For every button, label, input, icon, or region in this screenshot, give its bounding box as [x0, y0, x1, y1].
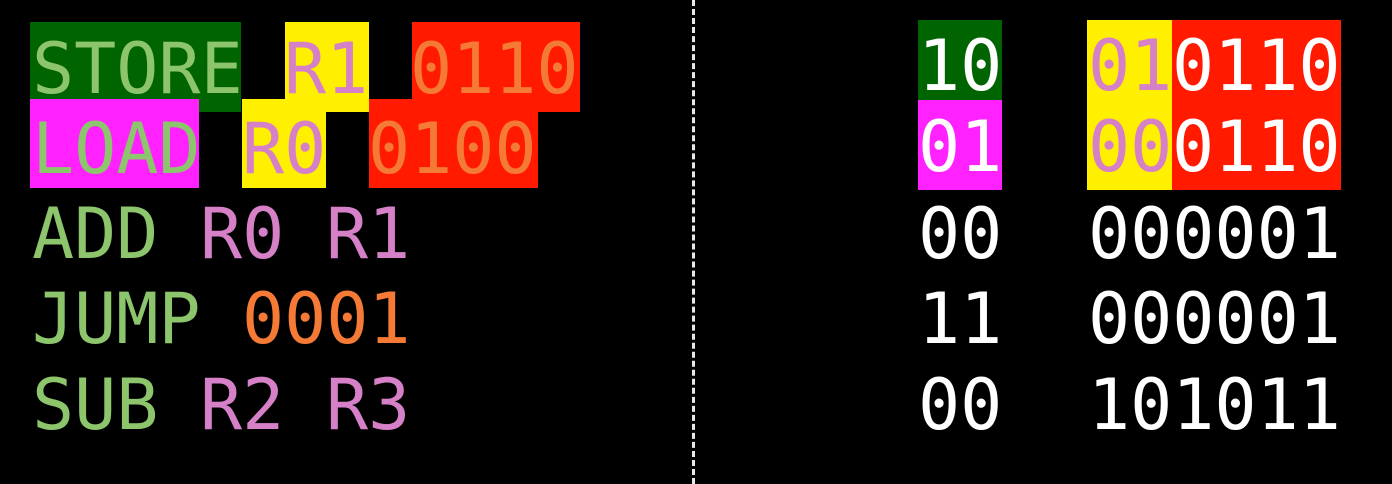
- r1-highlight: [285, 22, 369, 112]
- operand-bits: 000001: [1088, 193, 1341, 275]
- opcode-10-highlight: [918, 20, 1002, 100]
- opcode-mnemonic: LOAD: [32, 108, 201, 190]
- store-highlight: [30, 22, 241, 112]
- opcode-mnemonic: JUMP: [32, 278, 201, 360]
- register-bits: 00: [1088, 106, 1173, 188]
- register-operand: R0: [200, 193, 285, 275]
- opcode-mnemonic: ADD: [32, 193, 159, 275]
- address-operand: 0110: [410, 28, 579, 110]
- opcode-01-highlight: [918, 100, 1002, 190]
- operand-bits: 101011: [1088, 364, 1341, 446]
- register-operand: R1: [326, 193, 411, 275]
- address-operand: 0001: [242, 278, 411, 360]
- opcode-bits: 10: [918, 25, 1003, 107]
- register-operand: R1: [284, 28, 369, 110]
- address-bits: 0110: [1172, 106, 1341, 188]
- opcode-bits: 11: [918, 278, 1003, 360]
- opcode-bits: 00: [918, 364, 1003, 446]
- register-bits: 01: [1088, 25, 1173, 107]
- address-bits-highlight: [1172, 20, 1341, 190]
- register-operand: R2: [200, 364, 285, 446]
- address-0110-highlight: [412, 22, 580, 112]
- operand-bits: 000001: [1088, 278, 1341, 360]
- opcode-bits: 01: [918, 106, 1003, 188]
- load-highlight: [30, 99, 199, 188]
- opcode-mnemonic: SUB: [32, 364, 159, 446]
- address-0100-highlight: [369, 99, 538, 188]
- address-operand: 0100: [368, 108, 537, 190]
- register-bits-highlight: [1087, 20, 1172, 190]
- address-bits: 0110: [1172, 25, 1341, 107]
- opcode-mnemonic: STORE: [32, 28, 243, 110]
- r0-highlight: [242, 99, 326, 188]
- dashed-divider: [692, 0, 695, 484]
- register-operand: R3: [326, 364, 411, 446]
- register-operand: R0: [242, 108, 327, 190]
- opcode-bits: 00: [918, 193, 1003, 275]
